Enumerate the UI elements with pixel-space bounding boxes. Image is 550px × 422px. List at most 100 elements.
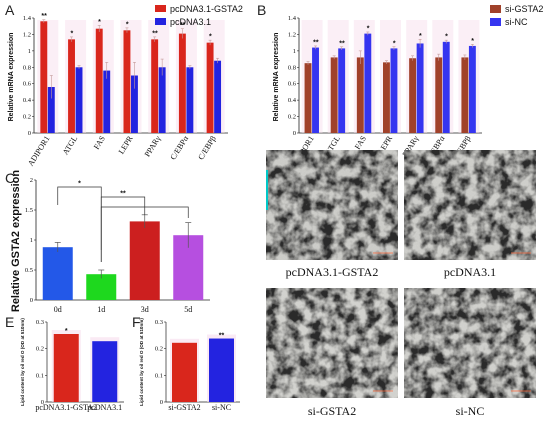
panel-label-a: A	[5, 2, 15, 18]
chart-b-bar	[356, 57, 364, 133]
chart-c-tick-label: 2	[30, 177, 33, 184]
chart-a-bar	[103, 70, 111, 133]
micrograph-4	[404, 288, 536, 398]
chart-b-bar	[442, 41, 450, 134]
micrograph-label-2: pcDNA3.1	[444, 265, 496, 279]
chart-a-bar	[214, 60, 222, 133]
chart-a-tick-label: 1.2	[23, 31, 31, 38]
chart-e-tick-label: 0.3	[36, 319, 44, 326]
chart-b-bar	[390, 48, 398, 134]
chart-b: 00.20.40.60.811.21.4 ********* ADIPOR1AT…	[273, 4, 543, 168]
chart-c-tick-label: 0	[30, 297, 33, 304]
legend-a-swatch-2	[155, 18, 166, 25]
chart-a-category-label: FAS	[92, 134, 107, 151]
chart-a-tick-label: 0.4	[23, 97, 32, 104]
chart-e-ylabel: Lipid content by oil red O (OD at 510nm)	[20, 318, 25, 406]
chart-b-bar	[435, 57, 443, 133]
legend-b-label-2: si-NC	[505, 17, 528, 27]
chart-a-significance: *	[98, 19, 101, 26]
chart-a-bar	[123, 30, 131, 134]
chart-a-significance: *	[70, 30, 73, 37]
chart-c-category-label: 3d	[141, 305, 149, 314]
legend-a-swatch-1	[155, 5, 166, 12]
legend-a-label-2: pcDNA3.1	[170, 17, 211, 27]
panel-label-f: F	[132, 314, 141, 330]
chart-b-bar	[312, 47, 319, 134]
chart-a-category-label: LEPR	[117, 134, 135, 156]
chart-a-bar	[158, 67, 166, 133]
chart-b-bar	[383, 62, 390, 133]
chart-b-bar	[330, 57, 338, 133]
chart-f-bar	[209, 338, 234, 402]
chart-c-significance-bracket	[57, 186, 102, 250]
micrograph-1	[266, 150, 398, 260]
chart-c-tick-label: 1	[30, 237, 33, 244]
chart-c-category-label: 0d	[54, 305, 62, 314]
chart-a-tick-label: 0	[28, 130, 31, 137]
chart-e-category-label: pcDNA3.1-GSTA2	[35, 403, 97, 412]
chart-a-category-label: ATGL	[61, 134, 80, 156]
chart-c: 00.511.52 0d 1d 3d 5d *** Relative GSTA2 ex…	[10, 170, 210, 314]
chart-c-significance-label: *	[78, 181, 81, 188]
chart-a-significance: *	[126, 21, 129, 28]
chart-a-significance: **	[180, 22, 186, 29]
chart-a-tick-label: 1	[28, 48, 31, 55]
chart-a-bar	[178, 33, 186, 133]
chart-b-significance: *	[445, 34, 448, 41]
chart-a-significance: **	[41, 13, 47, 20]
chart-c-ylabel: Relative GSTA2 expression	[10, 170, 22, 313]
chart-b-tick-label: 0.4	[288, 97, 297, 104]
chart-a-bar	[75, 67, 83, 133]
chart-a-bar	[186, 67, 194, 133]
legend-b-swatch-1	[490, 5, 501, 13]
chart-f-tick-label: 0	[160, 399, 163, 406]
chart-f-tick-label: 0.2	[155, 346, 163, 353]
chart-b-significance: *	[419, 33, 422, 40]
panel-label-c: C	[5, 170, 15, 186]
chart-f-significance: **	[219, 333, 225, 340]
chart-a-bar	[68, 39, 75, 133]
chart-a-bar	[47, 87, 55, 133]
chart-f-category-label: si-GSTA2	[168, 403, 200, 412]
chart-a-category-label: C/EBPβ	[196, 134, 218, 161]
chart-a-category-label: ADIPOR1	[26, 134, 52, 167]
legend-b-label-1: si-GSTA2	[505, 4, 543, 14]
chart-b-bar	[409, 58, 417, 133]
chart-b-tick-label: 0.6	[288, 81, 297, 88]
chart-c-bar	[86, 274, 117, 300]
chart-f: 0 0.1 0.2 0.3 ** si-GSTA2 si-NC Lipid conten…	[139, 318, 240, 412]
chart-b-significance: *	[471, 38, 474, 45]
chart-b-significance: *	[393, 40, 396, 47]
chart-a-bar	[206, 42, 214, 134]
panel-label-e: E	[5, 314, 14, 330]
chart-a-bar	[131, 75, 138, 133]
chart-b-tick-label: 0.8	[288, 64, 296, 71]
chart-c-category-label: 5d	[184, 305, 192, 314]
chart-a: 00.20.40.60.811.21.4 **** ****** ADIPOR1 A…	[8, 4, 243, 168]
micrograph-label-3: si-GSTA2	[308, 404, 356, 418]
chart-e-category-label: pcDNA3.1	[87, 403, 122, 412]
chart-a-bar	[40, 21, 48, 134]
chart-f-bar	[172, 342, 197, 402]
chart-b-significance: **	[313, 39, 319, 46]
chart-c-significance-label: **	[120, 191, 126, 198]
chart-e-bar	[53, 334, 79, 402]
chart-b-tick-label: 0.2	[288, 114, 296, 121]
chart-e-tick-label: 0.1	[36, 372, 44, 379]
chart-f-category-label: si-NC	[212, 403, 231, 412]
chart-a-bar	[151, 39, 159, 133]
chart-b-tick-label: 1.4	[288, 15, 297, 22]
chart-b-bar	[304, 63, 312, 133]
micrograph-label-1: pcDNA3.1-GSTA2	[286, 265, 379, 279]
micrograph-3	[266, 288, 398, 398]
chart-b-bar	[364, 33, 372, 133]
chart-a-tick-label: 0.6	[23, 81, 32, 88]
chart-b-ylabel: Relative mRNA expression	[273, 33, 280, 122]
chart-e-significance: *	[65, 328, 68, 335]
chart-b-bar	[468, 45, 476, 133]
chart-a-category-label: C/EBPα	[168, 134, 190, 162]
micrograph-2	[404, 150, 536, 260]
chart-a-tick-label: 1.4	[23, 15, 32, 22]
chart-b-tick-label: 1	[293, 48, 296, 55]
